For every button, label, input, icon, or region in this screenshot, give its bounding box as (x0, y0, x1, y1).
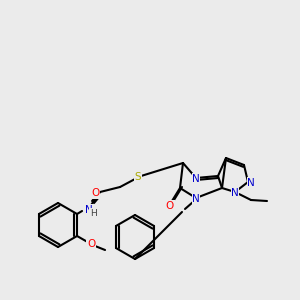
Text: S: S (135, 172, 141, 182)
Text: N: N (247, 178, 255, 188)
Text: O: O (91, 188, 99, 198)
Text: N: N (192, 194, 200, 204)
Text: O: O (87, 239, 95, 249)
Text: O: O (166, 201, 174, 211)
Text: N: N (231, 188, 239, 198)
Text: N: N (192, 174, 200, 184)
Text: H: H (90, 208, 96, 217)
Text: N: N (85, 205, 93, 215)
